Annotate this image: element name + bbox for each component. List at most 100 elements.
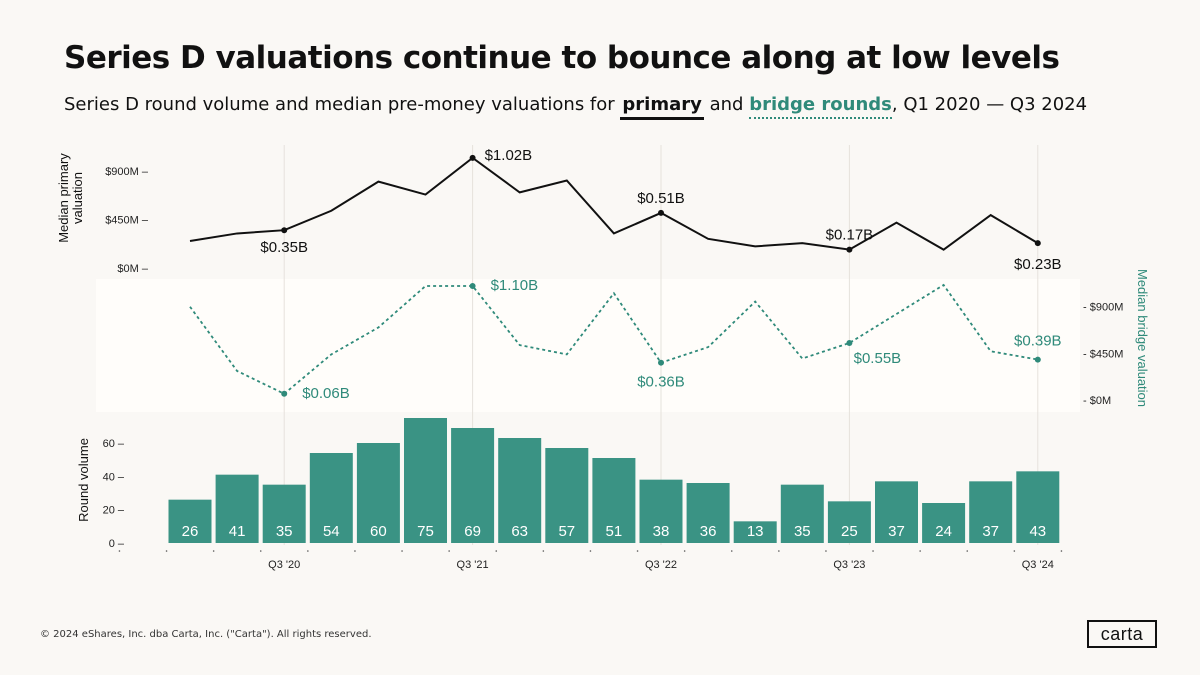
bridge-line (189, 283, 1038, 395)
bridge-point (658, 359, 664, 366)
volume-bar-label: 37 (982, 523, 999, 540)
bridge-point (1034, 356, 1041, 363)
primary-point (1034, 240, 1041, 247)
volume-bar-label: 13 (747, 523, 764, 540)
chart-title: Series D valuations continue to bounce a… (64, 40, 1060, 76)
primary-data-label: $0.23B (1014, 256, 1062, 273)
subtitle-and: and (709, 94, 744, 115)
volume-bar-label: 60 (370, 523, 387, 540)
x-axis-tick (448, 550, 450, 552)
x-axis-tick (872, 550, 874, 552)
volume-axis-tick: 20 – (103, 505, 125, 517)
x-axis-tick (589, 550, 592, 552)
volume-bar-label: 51 (606, 523, 623, 540)
volume-bar (356, 443, 400, 543)
primary-data-label: $1.02B (485, 147, 533, 164)
volume-axis-tick: 60 – (103, 438, 125, 450)
bridge-axis-tick: - $450M (1083, 348, 1123, 360)
volume-axis-tick: 0 – (109, 538, 125, 550)
volume-bar (592, 458, 636, 543)
x-axis-tick-label: Q3 '23 (833, 559, 865, 571)
x-axis-tick (259, 550, 262, 552)
primary-data-label: $0.35B (260, 239, 308, 256)
x-axis-tick (212, 550, 215, 552)
bridge-axis-tick: - $900M (1083, 302, 1123, 314)
bridge-data-label: $0.55B (854, 350, 902, 367)
volume-bar (686, 483, 730, 543)
x-axis-tick (730, 550, 733, 552)
copyright-footer: © 2024 eShares, Inc. dba Carta, Inc. ("C… (40, 629, 372, 640)
x-axis-tick (966, 550, 969, 552)
x-axis-tick (354, 550, 356, 552)
volume-bar (639, 479, 683, 543)
x-axis-tick-label: Q3 '22 (645, 559, 677, 571)
volume-bar (545, 448, 589, 543)
volume-bar (780, 484, 824, 543)
volume-bar (168, 499, 212, 543)
bridge-point (469, 283, 476, 289)
primary-point (469, 154, 476, 161)
primary-axis-tick: $900M – (105, 166, 149, 178)
volume-bar-label: 35 (794, 523, 811, 540)
volume-bar (309, 453, 353, 543)
volume-bar-label: 38 (653, 523, 670, 540)
volume-bar-label: 24 (935, 523, 952, 540)
volume-bar (733, 521, 777, 543)
x-axis-tick (495, 550, 498, 552)
volume-bar-label: 43 (1029, 523, 1046, 540)
bridge-data-label: $0.39B (1014, 333, 1062, 350)
x-axis-tick (165, 550, 168, 552)
x-axis-tick (118, 550, 121, 552)
volume-bar-label: 37 (888, 523, 905, 540)
x-axis-tick (825, 550, 827, 552)
volume-bar-label: 41 (229, 523, 246, 540)
x-axis-tick-label: Q3 '20 (268, 559, 300, 571)
volume-bar-label: 54 (323, 523, 340, 540)
volume-axis-tick: 40 – (103, 471, 125, 483)
primary-axis-tick: $0M – (117, 263, 148, 275)
bridge-point (846, 340, 853, 346)
volume-bar (498, 438, 542, 543)
x-axis-tick (1013, 550, 1016, 552)
chart-subtitle: Series D round volume and median pre-mon… (64, 94, 1087, 120)
bridge-axis-tick: - $0M (1083, 395, 1111, 407)
x-axis-tick (636, 550, 639, 552)
volume-bar (451, 428, 495, 543)
volume-bar-label: 25 (841, 523, 858, 540)
primary-point (846, 246, 853, 253)
volume-bar-label: 69 (464, 523, 481, 540)
volume-bar (875, 481, 918, 543)
bridge-band-bg (96, 279, 1080, 412)
volume-bar (969, 481, 1013, 543)
subtitle-text: Series D round volume and median pre-mon… (64, 94, 615, 115)
primary-axis-tick: $450M – (105, 214, 149, 226)
x-axis-tick (778, 550, 780, 552)
legend-primary[interactable]: primary (620, 94, 704, 120)
volume-bar-label: 57 (558, 523, 575, 540)
volume-bar (262, 484, 306, 543)
primary-data-label: $0.51B (637, 190, 685, 207)
volume-bar-label: 35 (276, 523, 293, 540)
volume-bar-label: 36 (700, 523, 717, 540)
legend-bridge[interactable]: bridge rounds (749, 94, 892, 119)
primary-point (281, 227, 288, 234)
primary-data-label: $0.17B (826, 227, 874, 244)
bridge-point (281, 390, 288, 397)
x-axis-tick (542, 550, 545, 552)
volume-bar (215, 474, 259, 543)
volume-bar (404, 418, 447, 543)
primary-line (189, 156, 1039, 251)
volume-bar (1016, 471, 1060, 543)
bridge-data-label: $0.36B (637, 374, 685, 391)
x-axis-tick (919, 550, 921, 552)
volume-axis-label: Round volume (76, 438, 91, 522)
volume-bar-label: 63 (511, 523, 528, 540)
volume-bar-label: 75 (417, 523, 434, 540)
volume-bar-label: 26 (182, 523, 199, 540)
x-axis-tick-label: Q3 '21 (457, 559, 489, 571)
x-axis-tick (401, 550, 403, 552)
carta-logo[interactable]: carta (1087, 620, 1157, 648)
x-axis-tick-label: Q3 '24 (1022, 559, 1054, 571)
volume-bar (922, 503, 966, 543)
